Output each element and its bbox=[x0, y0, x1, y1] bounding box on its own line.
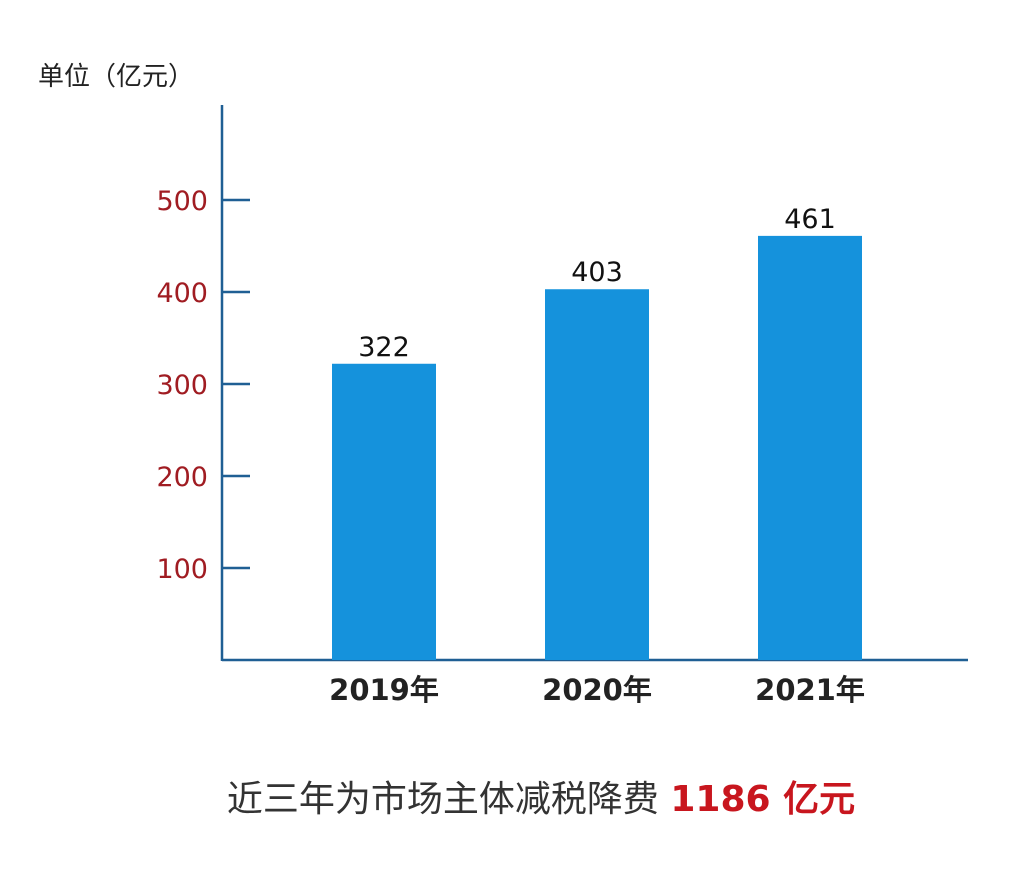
data-labels: 322 403 461 bbox=[358, 204, 836, 363]
y-tick-label: 100 bbox=[156, 554, 208, 585]
y-tick-label: 200 bbox=[156, 462, 208, 493]
caption-highlight: 1186 亿元 bbox=[670, 779, 856, 820]
category-labels: 2019年 2020年 2021年 bbox=[329, 673, 865, 707]
bar bbox=[545, 289, 649, 660]
category-label: 2019年 bbox=[329, 673, 439, 707]
bars bbox=[332, 235, 862, 660]
y-tick-label: 400 bbox=[156, 278, 208, 309]
y-tick-label: 500 bbox=[156, 186, 208, 217]
data-label: 403 bbox=[571, 257, 623, 288]
category-label: 2020年 bbox=[542, 673, 652, 707]
data-label: 461 bbox=[784, 204, 836, 235]
unit-label: 单位（亿元） bbox=[38, 62, 194, 92]
bar bbox=[332, 363, 436, 660]
category-label: 2021年 bbox=[755, 673, 865, 707]
chart-caption: 近三年为市场主体减税降费 1186 亿元 bbox=[0, 770, 1022, 822]
y-axis-ticks: 100 200 300 400 500 bbox=[156, 186, 250, 585]
caption-text: 近三年为市场主体减税降费 bbox=[226, 779, 659, 820]
data-label: 322 bbox=[358, 332, 410, 363]
y-tick-label: 300 bbox=[156, 370, 208, 401]
bar bbox=[758, 235, 862, 660]
